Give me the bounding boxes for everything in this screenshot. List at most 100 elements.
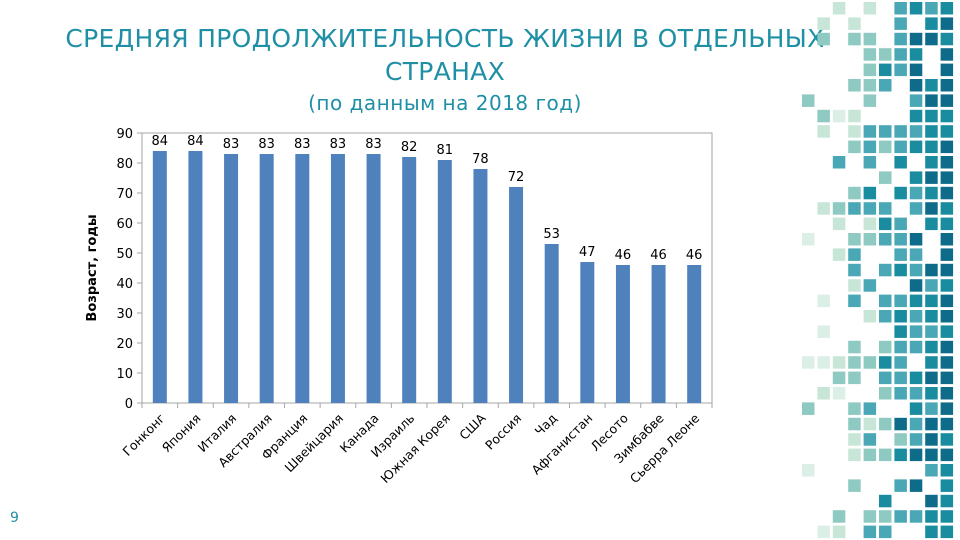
mosaic-tile	[909, 109, 923, 123]
mosaic-tile	[848, 233, 861, 246]
mosaic-tile	[894, 433, 907, 446]
bar	[259, 154, 274, 403]
mosaic-tile	[848, 356, 861, 369]
mosaic-tile	[832, 202, 846, 215]
bar	[330, 154, 345, 403]
mosaic-tile	[940, 402, 954, 415]
data-label: 46	[650, 248, 667, 263]
mosaic-tile	[832, 217, 846, 231]
mosaic-tile	[909, 310, 923, 323]
mosaic-tile	[909, 263, 923, 277]
mosaic-tile	[802, 233, 815, 246]
mosaic-tile	[894, 371, 907, 385]
mosaic-tile	[848, 340, 861, 354]
mosaic-tile	[848, 371, 861, 385]
mosaic-tile	[894, 125, 907, 138]
mosaic-tile	[848, 125, 861, 138]
mosaic-tile	[940, 202, 954, 215]
category-label: США	[456, 410, 489, 443]
mosaic-tile	[909, 2, 923, 15]
mosaic-tile	[940, 479, 954, 492]
mosaic-tile	[909, 186, 923, 200]
data-label: 83	[223, 137, 240, 152]
mosaic-tile	[894, 63, 907, 77]
mosaic-tile	[925, 294, 938, 308]
mosaic-tile	[940, 32, 954, 46]
bar	[188, 151, 203, 403]
mosaic-tile	[940, 294, 954, 308]
mosaic-tile	[832, 109, 846, 123]
mosaic-tile	[879, 202, 892, 215]
mosaic-tile	[848, 402, 861, 415]
mosaic-tile	[940, 464, 954, 477]
mosaic-tile	[925, 79, 938, 92]
mosaic-tile	[925, 371, 938, 385]
mosaic-tile	[894, 156, 907, 169]
mosaic-tile	[848, 263, 861, 277]
mosaic-tile	[848, 17, 861, 30]
mosaic-tile	[909, 94, 923, 107]
mosaic-tile	[863, 156, 877, 169]
mosaic-tile	[909, 233, 923, 246]
mosaic-tile	[940, 48, 954, 61]
mosaic-tile	[832, 156, 846, 169]
bar	[473, 169, 488, 403]
mosaic-tile	[879, 387, 892, 400]
mosaic-tile	[909, 433, 923, 446]
mosaic-tile	[925, 464, 938, 477]
mosaic-tile	[879, 510, 892, 523]
mosaic-tile	[879, 233, 892, 246]
category-label: Гонконг	[120, 411, 168, 459]
mosaic-tile	[925, 94, 938, 107]
mosaic-tile	[832, 2, 846, 15]
mosaic-tile	[848, 79, 861, 92]
y-tick-label: 10	[116, 367, 133, 382]
mosaic-tile	[848, 109, 861, 123]
mosaic-tile	[832, 510, 846, 523]
mosaic-tile	[925, 109, 938, 123]
mosaic-tile	[879, 171, 892, 184]
mosaic-tile	[909, 79, 923, 92]
bar	[544, 244, 559, 403]
mosaic-tile	[940, 356, 954, 369]
y-tick-label: 50	[116, 247, 133, 262]
mosaic-tile	[909, 387, 923, 400]
mosaic-tile	[863, 448, 877, 462]
mosaic-tile	[863, 79, 877, 92]
mosaic-tile	[940, 2, 954, 15]
mosaic-tile	[940, 417, 954, 431]
bar	[437, 160, 452, 403]
data-label: 46	[686, 248, 703, 263]
mosaic-tile	[909, 48, 923, 61]
mosaic-tile	[940, 433, 954, 446]
mosaic-tile	[894, 387, 907, 400]
mosaic-tile	[925, 448, 938, 462]
mosaic-tile	[925, 2, 938, 15]
mosaic-tile	[802, 464, 815, 477]
mosaic-tile	[925, 171, 938, 184]
mosaic-tile	[817, 294, 830, 308]
mosaic-tile	[940, 248, 954, 261]
mosaic-tile	[925, 325, 938, 338]
y-tick-label: 20	[116, 337, 133, 352]
mosaic-tile	[879, 217, 892, 231]
decorative-mosaic	[802, 2, 954, 539]
bar	[152, 151, 167, 403]
slide-title: СРЕДНЯЯ ПРОДОЛЖИТЕЛЬНОСТЬ ЖИЗНИ В ОТДЕЛЬ…	[65, 24, 825, 86]
mosaic-tile	[863, 217, 877, 231]
mosaic-tile	[863, 356, 877, 369]
mosaic-tile	[817, 525, 830, 539]
mosaic-tile	[879, 79, 892, 92]
data-label: 72	[508, 170, 525, 185]
mosaic-tile	[925, 263, 938, 277]
mosaic-tile	[940, 125, 954, 138]
y-tick-label: 30	[116, 307, 133, 322]
mosaic-tile	[863, 510, 877, 523]
bar	[295, 154, 310, 403]
mosaic-tile	[925, 125, 938, 138]
y-tick-label: 40	[116, 277, 133, 292]
bar	[402, 157, 417, 403]
mosaic-tile	[863, 310, 877, 323]
mosaic-tile	[894, 186, 907, 200]
